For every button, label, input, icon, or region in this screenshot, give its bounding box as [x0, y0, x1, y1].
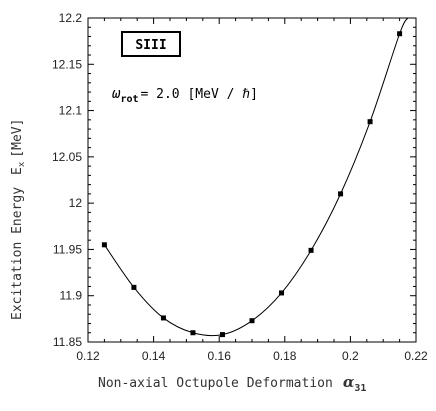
- series-curve: [103, 17, 409, 337]
- y-tick-label: 12.15: [52, 57, 82, 71]
- x-tick-label: 0.14: [142, 349, 166, 363]
- x-axis-ticks: 0.12 0.14 0.16 0.18 0.2 0.22: [76, 18, 428, 363]
- x-tick-label: 0.16: [208, 349, 232, 363]
- data-point-marker: [101, 242, 107, 248]
- legend-label: SIII: [135, 38, 166, 53]
- y-axis-title-text: Excitation Energy: [10, 187, 25, 320]
- data-point-marker: [190, 330, 196, 336]
- y-tick-label: 12: [69, 196, 83, 210]
- plot-frame: [87, 17, 417, 343]
- legend-box: SIII: [121, 31, 181, 57]
- omega-subscript: rot: [120, 94, 138, 105]
- x-tick-label: 0.22: [404, 349, 428, 363]
- y-axis-ticks: 11.85 11.9 11.95 12 12.05 12.1 12.15 12.2: [52, 11, 416, 349]
- x-axis-subscript: 31: [354, 383, 366, 394]
- x-axis-title: Non-axial Octupole Deformation α31: [98, 373, 366, 394]
- y-tick-label: 12.05: [52, 150, 82, 164]
- y-tick-label: 12.1: [59, 104, 83, 118]
- y-axis-title: Excitation Energy Ex [MeV]: [10, 119, 27, 320]
- y-tick-label: 11.85: [53, 335, 82, 349]
- data-point-marker: [308, 247, 314, 253]
- data-point-marker: [219, 332, 225, 338]
- data-point-marker: [279, 290, 285, 296]
- y-axis-quantity-sub: x: [17, 161, 27, 167]
- rotation-frequency-annotation: ωrot = 2.0 [MeV / ℏ]: [112, 86, 258, 105]
- data-point-marker: [367, 119, 373, 125]
- y-tick-label: 11.9: [60, 289, 83, 303]
- data-point-marker: [160, 315, 166, 321]
- omega-symbol: ω: [112, 86, 121, 102]
- x-tick-label: 0.2: [342, 349, 359, 363]
- y-axis-unit: [MeV]: [10, 119, 25, 158]
- x-tick-label: 0.12: [76, 349, 100, 363]
- data-point-marker: [397, 31, 403, 37]
- series-markers: [101, 31, 403, 338]
- data-point-marker: [249, 318, 255, 324]
- y-axis-quantity: E: [10, 167, 25, 175]
- y-tick-label: 12.2: [59, 11, 83, 25]
- data-point-marker: [131, 284, 137, 290]
- data-point-marker: [338, 191, 344, 197]
- x-tick-label: 0.18: [273, 349, 297, 363]
- x-axis-symbol: α: [343, 373, 355, 391]
- y-tick-label: 11.95: [53, 242, 82, 256]
- x-axis-title-text: Non-axial Octupole Deformation: [98, 376, 333, 391]
- omega-value: = 2.0 [MeV / ℏ]: [141, 87, 258, 102]
